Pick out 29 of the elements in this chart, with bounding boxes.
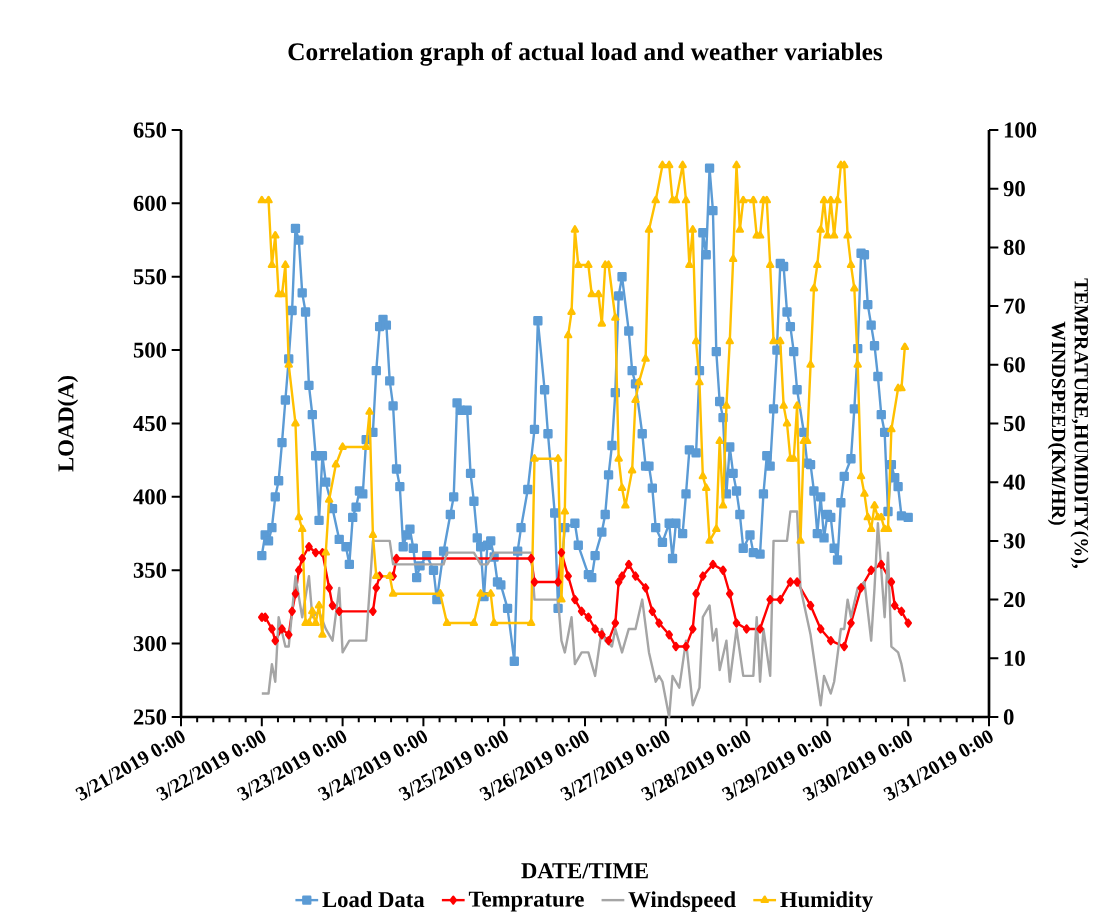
legend-label: Temprature (468, 891, 584, 912)
y2-tick-label: 0 (1003, 709, 1014, 725)
y2-axis-title: TEMPRATURE,HUMIDITY(%), WINDSPEED(KM/HR) (1047, 278, 1089, 569)
y-tick-label: 650 (133, 122, 167, 138)
y-tick-label: 550 (133, 269, 167, 285)
y2-tick-label: 80 (1003, 239, 1025, 256)
y-tick-label: 350 (133, 562, 167, 578)
y-axis-title: LOAD(A) (57, 376, 79, 472)
y2-tick-label: 40 (1003, 474, 1025, 490)
y2-tick-label: 90 (1003, 181, 1025, 197)
legend-label: Load Data (322, 891, 425, 908)
y-tick-label: 250 (133, 709, 167, 725)
y-tick-label: 300 (133, 635, 167, 652)
y2-tick-label: 50 (1003, 415, 1025, 432)
chart-title: Correlation graph of actual load and weather variables (288, 42, 883, 66)
legend-label: Windspeed (628, 891, 736, 912)
y-tick-label: 500 (133, 342, 167, 358)
y2-tick-label: 30 (1003, 533, 1025, 549)
x-axis-title: DATE/TIME (521, 863, 648, 879)
y2-tick-label: 100 (1004, 122, 1037, 138)
y2-tick-label: 70 (1004, 298, 1025, 314)
legend-label: Humidity (780, 891, 873, 912)
y-tick-label: 600 (133, 195, 167, 212)
line-series (260, 510, 907, 719)
y-tick-label: 400 (133, 489, 167, 505)
y2-tick-label: 10 (1004, 650, 1025, 666)
y2-tick-label: 20 (1004, 591, 1025, 608)
y2-tick-label: 60 (1003, 357, 1025, 373)
y-tick-label: 450 (133, 415, 167, 432)
